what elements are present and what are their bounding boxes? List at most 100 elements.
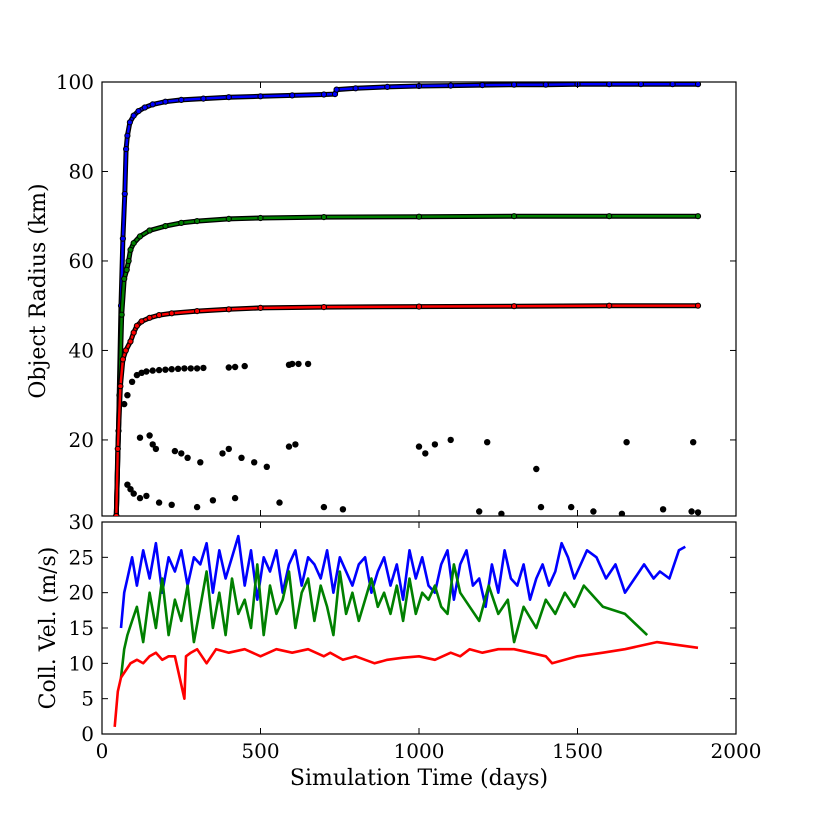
radius-point [251, 459, 258, 466]
radius-point [688, 508, 695, 515]
radius-y-tick-label: 60 [69, 249, 94, 273]
radius-point [231, 494, 239, 502]
radius-point [590, 508, 597, 515]
velocity-y-tick-label: 15 [69, 616, 94, 640]
radius-point [623, 439, 630, 446]
radius-series-marker [225, 94, 232, 101]
radius-series-marker [510, 213, 518, 220]
radius-point [304, 360, 312, 368]
radius-point [128, 378, 136, 385]
radius-point [149, 441, 156, 448]
radius-series-marker [606, 82, 613, 88]
radius-point [320, 503, 328, 511]
radius-point [238, 454, 245, 461]
radius-series-group [113, 82, 702, 516]
radius-series-marker [511, 82, 518, 88]
radius-point [124, 392, 131, 399]
radius-series-marker [637, 82, 644, 88]
radius-series-marker [669, 82, 676, 88]
radius-series-marker [119, 356, 127, 363]
radius-point [498, 510, 505, 516]
x-tick-label: 2000 [711, 739, 762, 763]
radius-series-marker [694, 302, 702, 309]
radius-point-group [121, 360, 702, 516]
radius-series-marker [694, 82, 702, 88]
radius-series-marker [225, 215, 232, 222]
radius-point [263, 463, 270, 470]
radius-y-tick-label: 40 [69, 338, 94, 362]
radius-point [225, 445, 232, 453]
radius-point [484, 439, 491, 446]
radius-series-marker [479, 82, 486, 89]
radius-point [121, 400, 128, 408]
radius-series-marker [162, 223, 169, 230]
radius-point [568, 503, 575, 511]
radius-point [171, 447, 179, 455]
radius-y-tick-label: 100 [56, 70, 94, 94]
radius-point [138, 369, 145, 376]
radius-series-marker [162, 98, 169, 105]
velocity-y-axis-label: Coll. Vel. (m/s) [36, 547, 61, 710]
radius-point [184, 454, 191, 461]
radius-point [155, 366, 163, 374]
radius-series-marker [178, 219, 185, 226]
radius-series-marker [333, 86, 340, 93]
radius-point [143, 492, 150, 500]
radius-series-marker [447, 82, 454, 89]
radius-point [146, 432, 153, 439]
radius-point [276, 499, 283, 506]
radius-point [694, 509, 702, 516]
radius-point [241, 362, 248, 370]
radius-series-marker [135, 108, 142, 115]
velocity-axis-ticks: 0 5 10 15 20 25 30 0 500 1000 1500 2000 [69, 510, 762, 763]
radius-point [339, 506, 347, 513]
radius-point [127, 486, 134, 493]
radius-series-marker [289, 92, 296, 99]
radius-series-marker [141, 104, 148, 111]
radius-series-marker [125, 257, 132, 265]
velocity-y-tick-label: 5 [81, 687, 94, 711]
radius-point [162, 366, 169, 373]
radius-series-marker [606, 302, 613, 309]
radius-series-marker [117, 383, 124, 390]
radius-series-marker [130, 240, 137, 247]
radius-point [197, 459, 204, 466]
velocity-y-tick-label: 10 [69, 651, 94, 675]
radius-point [618, 510, 626, 516]
radius-series-marker [122, 347, 129, 354]
x-tick-label: 500 [241, 739, 279, 763]
radius-series-marker [415, 213, 423, 220]
radius-point [537, 503, 545, 511]
radius-series-marker [352, 85, 359, 92]
radius-point [168, 501, 175, 508]
radius-point [152, 445, 160, 453]
radius-series-marker [510, 303, 518, 310]
radius-series-marker [384, 83, 391, 91]
velocity-panel: 0 5 10 15 20 25 30 0 500 1000 1500 2000 Coll. Vel. … [36, 510, 761, 791]
radius-point [289, 360, 296, 368]
radius-series-marker [118, 311, 125, 318]
radius-point [174, 365, 182, 372]
radius-point [225, 364, 232, 371]
radius-series-marker [178, 96, 185, 104]
radius-point [130, 490, 137, 497]
radius-series-marker [121, 190, 128, 197]
radius-point [149, 367, 156, 374]
velocity-y-tick-label: 30 [69, 510, 94, 534]
radius-series-marker [320, 214, 327, 221]
radius-series-marker [257, 304, 264, 311]
radius-series-marker [168, 310, 175, 317]
radius-point [422, 450, 429, 457]
radius-y-ticks: 20 40 60 80 100 [56, 70, 737, 516]
radius-series-marker [606, 213, 613, 220]
radius-series-marker [320, 91, 327, 98]
radius-series-marker [194, 218, 201, 225]
x-tick-label: 0 [96, 739, 109, 763]
velocity-series-line-0 [119, 534, 686, 629]
radius-point [476, 508, 483, 515]
radius-series-marker [149, 101, 156, 108]
radius-point [193, 365, 201, 372]
radius-point [181, 365, 188, 372]
